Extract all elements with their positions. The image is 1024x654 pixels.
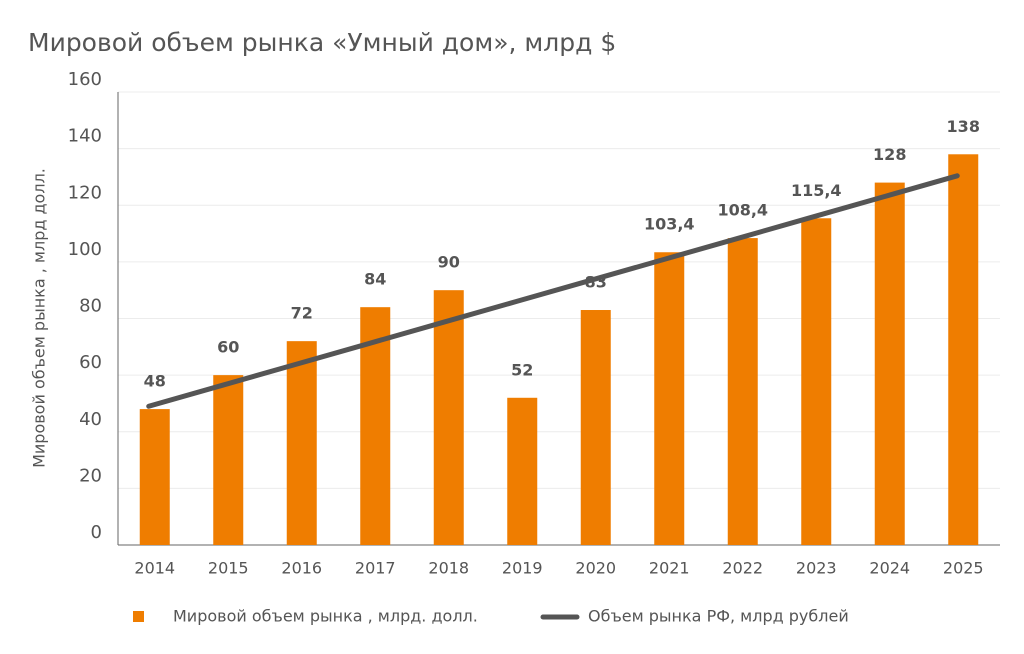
data-label: 103,4 (644, 215, 695, 234)
data-label: 52 (511, 360, 533, 379)
x-tick-label: 2014 (134, 559, 175, 578)
legend-label: Мировой объем рынка , млрд. долл. (173, 607, 478, 626)
bar (874, 182, 905, 545)
y-tick-label: 0 (91, 522, 102, 543)
data-label: 90 (438, 253, 460, 272)
data-label: 108,4 (717, 201, 768, 220)
y-tick-label: 60 (79, 352, 102, 373)
y-tick-label: 140 (68, 126, 102, 147)
y-tick-label: 40 (79, 409, 102, 430)
y-axis-label: Мировой объем рынка , млрд долл. (30, 168, 49, 468)
x-tick-label: 2018 (428, 559, 469, 578)
data-label: 60 (217, 338, 239, 357)
x-tick-label: 2025 (943, 559, 984, 578)
x-tick-label: 2021 (649, 559, 690, 578)
y-tick-label: 120 (68, 182, 102, 203)
x-tick-label: 2020 (575, 559, 616, 578)
line (146, 173, 960, 409)
x-tick-label: 2019 (502, 559, 543, 578)
x-tick-label: 2017 (355, 559, 396, 578)
x-tick-label: 2023 (796, 559, 837, 578)
y-tick-label: 160 (68, 69, 102, 90)
bar (139, 409, 170, 545)
y-tick-label: 100 (68, 239, 102, 260)
bar (801, 218, 832, 545)
bar (286, 341, 317, 545)
bar (727, 238, 758, 545)
data-label: 84 (364, 270, 386, 289)
data-label: 48 (144, 372, 166, 391)
x-tick-label: 2022 (722, 559, 763, 578)
x-tick-label: 2024 (869, 559, 910, 578)
legend-swatch (133, 611, 144, 622)
bar (213, 375, 244, 545)
bar (948, 154, 979, 545)
x-tick-label: 2016 (281, 559, 322, 578)
chart-title: Мировой объем рынка «Умный дом», млрд $ (28, 28, 616, 57)
data-label: 128 (873, 145, 906, 164)
x-tick-label: 2015 (208, 559, 249, 578)
data-label: 72 (291, 304, 313, 323)
data-label: 138 (947, 117, 980, 136)
bar (507, 397, 538, 545)
y-tick-label: 80 (79, 296, 102, 317)
legend-label: Объем рынка РФ, млрд рублей (588, 607, 849, 626)
data-label: 115,4 (791, 181, 842, 200)
bar (580, 310, 611, 545)
y-tick-label: 20 (79, 465, 102, 486)
bar (654, 252, 685, 545)
bar (433, 290, 464, 545)
